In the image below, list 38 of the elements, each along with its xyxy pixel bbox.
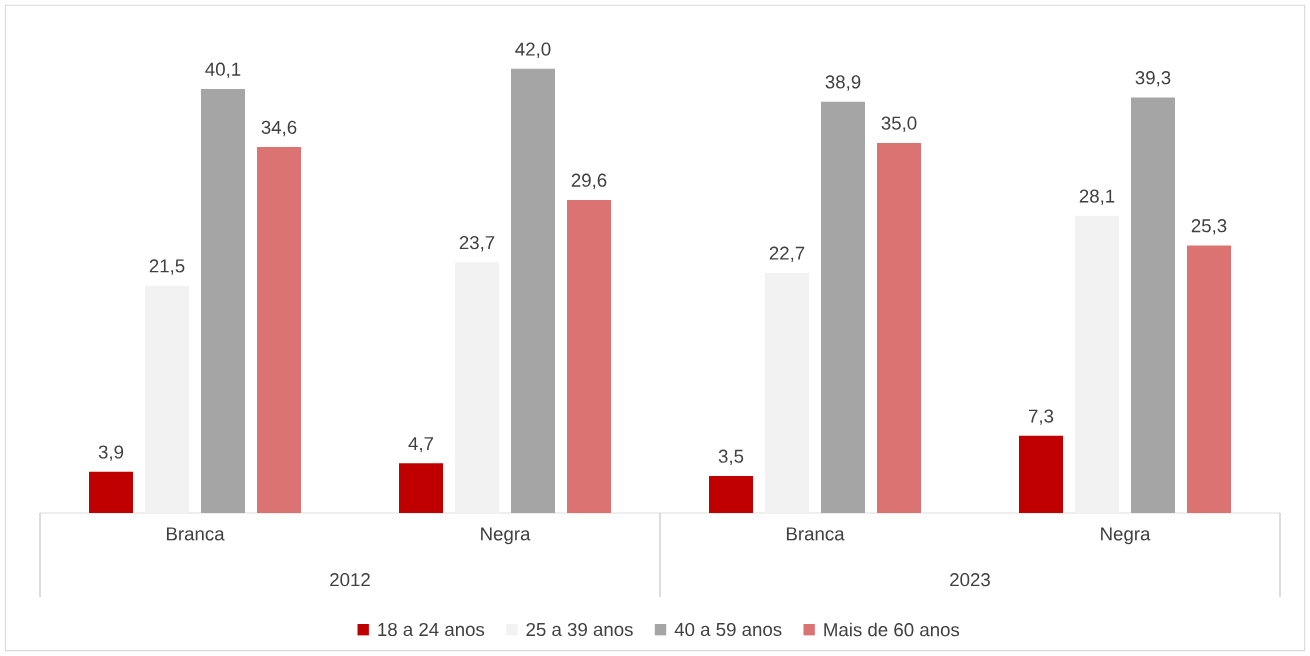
x-tick-label: Branca [786,527,845,541]
data-label: 39,3 [1135,71,1171,87]
data-label: 23,7 [459,236,495,252]
text: 2012 [330,573,370,587]
x-tick-label: Branca [166,527,225,541]
data-label: 42,0 [515,42,551,58]
data-label: 25,3 [1191,219,1227,235]
data-label: 3,9 [98,445,124,461]
data-label: 35,0 [881,116,917,132]
data-label: 40,1 [205,62,241,79]
x-tick-label: Negra [1101,527,1151,545]
data-label: 38,9 [825,75,861,91]
bar [201,88,246,513]
bar [1131,97,1175,513]
bar [399,463,444,513]
data-label: 34,6 [261,120,297,137]
bar [257,147,302,513]
bar [89,471,134,513]
legend-label: 40 a 59 anos [674,622,782,637]
data-label: 29,6 [571,173,607,190]
text: 2023 [950,573,990,587]
data-label: 22,7 [769,246,805,263]
legend-label: Mais de 60 anos [824,622,960,637]
data-label: 21,5 [149,259,185,275]
bar [1019,435,1063,513]
bar [1187,245,1231,513]
legend-label: 18 a 24 anos [378,622,485,637]
bar [821,101,865,513]
bar [877,142,921,513]
legend-label: 25 a 39 anos [526,622,633,637]
data-label: 4,7 [408,437,434,453]
bar [511,68,556,513]
data-label: 3,5 [718,449,744,466]
data-label: 7,3 [1028,409,1054,425]
bar [567,199,612,513]
bar [709,475,753,513]
x-tick-label: Negra [481,527,531,545]
data-label: 28,1 [1079,189,1115,205]
